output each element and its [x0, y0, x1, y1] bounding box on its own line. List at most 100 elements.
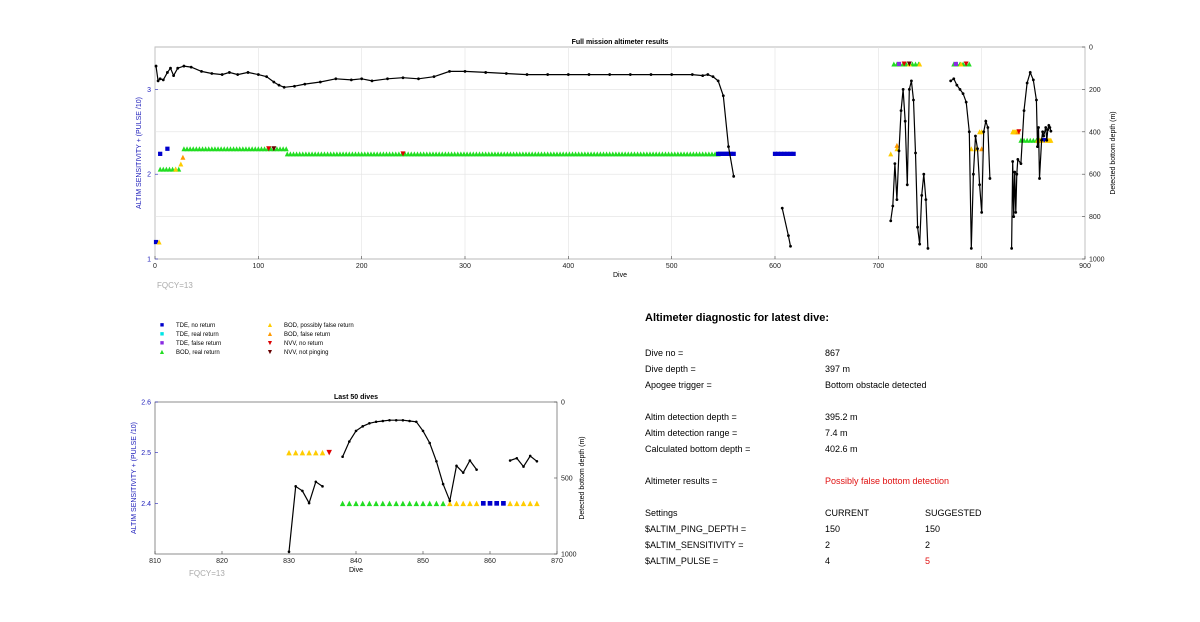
- tde-no-return-marker: [158, 151, 163, 156]
- depth-point: [401, 76, 405, 80]
- y2-tick-label: 0: [1089, 45, 1093, 52]
- depth-point: [958, 88, 962, 91]
- depth-point: [301, 489, 304, 493]
- depth-point: [978, 183, 981, 187]
- bod-possibly-false-marker: [178, 161, 184, 167]
- setting-suggested: 2: [925, 540, 931, 550]
- legend-item: ▲ BOD, possibly false return: [266, 321, 354, 330]
- depth-point: [649, 73, 653, 76]
- depth-point: [368, 421, 371, 425]
- tde-no-return-marker: [501, 500, 506, 506]
- depth-point: [967, 130, 971, 134]
- bod-possibly-false-marker: [534, 500, 540, 507]
- dive-no-label: Dive no =: [645, 348, 684, 358]
- legend-marker-icon: ■: [159, 322, 165, 329]
- depth-point: [1040, 138, 1043, 142]
- x-tick-label: 100: [252, 263, 264, 270]
- depth-point: [1025, 81, 1029, 85]
- setting-name: $ALTIM_PULSE =: [645, 556, 719, 566]
- dive-no-value: 867: [825, 348, 841, 358]
- bod-possibly-false-marker: [473, 500, 480, 507]
- depth-point: [899, 109, 903, 112]
- depth-point: [172, 74, 176, 78]
- depth-point: [417, 77, 420, 81]
- current-header: CURRENT: [825, 508, 869, 518]
- y2-tick-label: 200: [1089, 87, 1101, 94]
- bod-possibly-false-marker: [292, 449, 299, 456]
- y2-axis-label: Detected bottom depth (m): [1110, 111, 1117, 194]
- depth-point: [901, 88, 905, 91]
- bod-possibly-false-marker: [527, 500, 533, 507]
- depth-point: [1035, 98, 1038, 102]
- dive-depth-label: Dive depth =: [645, 364, 696, 374]
- bod-real-return-marker: [346, 500, 353, 507]
- depth-point: [415, 420, 418, 424]
- depth-point: [897, 149, 901, 153]
- y2-tick-label: 400: [1089, 129, 1101, 136]
- depth-point: [546, 73, 550, 76]
- bod-possibly-false-marker: [1048, 137, 1054, 143]
- calculated-depth-value: 402.6 m: [825, 444, 858, 454]
- depth-point: [1038, 177, 1041, 180]
- y-tick-label: 2.4: [141, 501, 151, 508]
- legend-marker-icon: ▲: [158, 349, 166, 356]
- bod-real-return-marker: [283, 146, 289, 152]
- depth-point: [984, 119, 988, 123]
- depth-point: [307, 501, 311, 505]
- depth-point: [256, 73, 260, 76]
- setting-current: 4: [825, 556, 831, 566]
- bod-possibly-false-marker: [447, 500, 453, 507]
- depth-point: [441, 482, 445, 486]
- dive-depth-value: 397 m: [825, 364, 851, 374]
- depth-point: [1048, 126, 1052, 129]
- depth-point: [964, 100, 968, 104]
- legend-marker-icon: ▲: [266, 331, 274, 338]
- depth-point: [972, 172, 975, 176]
- tde-false-return-marker: [953, 61, 958, 67]
- depth-point: [381, 419, 385, 423]
- plot-area: [154, 46, 1086, 260]
- chart-title: Last 50 dives: [334, 394, 378, 401]
- legend-marker-icon: ▲: [266, 322, 274, 329]
- depth-point: [889, 219, 893, 223]
- depth-point: [918, 242, 922, 246]
- apogee-value: Bottom obstacle detected: [825, 380, 927, 390]
- depth-point: [408, 419, 411, 423]
- depth-point: [220, 73, 224, 76]
- depth-point: [706, 73, 710, 76]
- nvv-no-return-marker: [1016, 129, 1022, 135]
- x-tick-label: 500: [666, 263, 678, 270]
- depth-point: [922, 172, 926, 176]
- y2-tick-label: 600: [1089, 172, 1101, 179]
- depth-point: [1037, 126, 1040, 129]
- y-axis-label: ALTIM SENSITIVITY + (PULSE /10): [131, 422, 138, 534]
- depth-point: [228, 71, 231, 74]
- depth-point: [787, 234, 790, 238]
- bod-real-return-marker: [440, 500, 446, 507]
- depth-point: [361, 425, 365, 428]
- depth-point: [475, 468, 478, 471]
- depth-point: [1046, 128, 1050, 132]
- y2-tick-label: 1000: [561, 552, 577, 559]
- depth-point: [949, 79, 953, 83]
- depth-point: [727, 145, 730, 149]
- legend-item: ■ TDE, false return: [158, 339, 221, 348]
- detection-depth-value: 395.2 m: [825, 412, 858, 422]
- suggested-header: SUGGESTED: [925, 508, 982, 518]
- depth-point: [955, 83, 959, 87]
- depth-point: [893, 162, 897, 166]
- legend-label: BOD, false return: [284, 332, 331, 338]
- calculated-depth-label: Calculated bottom depth =: [645, 444, 751, 454]
- bod-possibly-false-marker: [453, 500, 460, 507]
- bod-possibly-false-marker: [286, 449, 292, 456]
- tde-no-return-marker: [728, 151, 733, 156]
- bod-possibly-false-marker: [467, 500, 473, 507]
- depth-point: [401, 418, 405, 422]
- nvv-no-return-marker: [901, 61, 907, 67]
- depth-point: [976, 147, 979, 151]
- depth-point: [701, 74, 705, 78]
- depth-point: [670, 73, 674, 76]
- bod-possibly-false-marker: [313, 449, 319, 456]
- depth-point: [732, 174, 736, 178]
- nvv-not-pinging-marker: [271, 146, 277, 152]
